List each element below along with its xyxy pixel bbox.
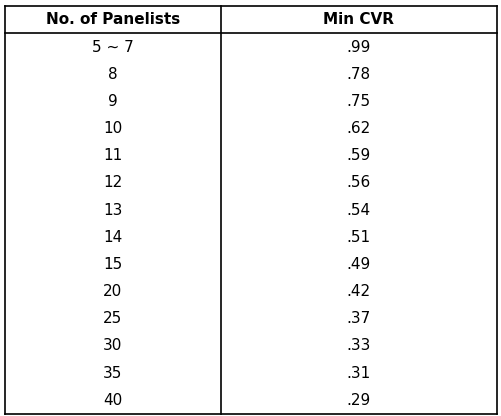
Text: .31: .31: [346, 366, 370, 381]
Text: .99: .99: [346, 40, 370, 54]
Text: 11: 11: [103, 148, 122, 163]
Text: .62: .62: [346, 121, 370, 136]
Text: No. of Panelists: No. of Panelists: [46, 12, 180, 27]
Text: .49: .49: [346, 257, 370, 272]
Text: .42: .42: [346, 284, 370, 299]
Text: .51: .51: [346, 230, 370, 245]
Text: 10: 10: [103, 121, 122, 136]
Text: .78: .78: [346, 67, 370, 82]
Text: 25: 25: [103, 311, 122, 326]
Text: 20: 20: [103, 284, 122, 299]
Text: .54: .54: [346, 203, 370, 218]
Text: .59: .59: [346, 148, 370, 163]
Text: .56: .56: [346, 176, 370, 191]
Text: 40: 40: [103, 393, 122, 408]
Text: .29: .29: [346, 393, 370, 408]
Text: 13: 13: [103, 203, 122, 218]
Text: 5 ~ 7: 5 ~ 7: [92, 40, 134, 54]
Text: 14: 14: [103, 230, 122, 245]
Text: 12: 12: [103, 176, 122, 191]
Text: 8: 8: [108, 67, 118, 82]
Text: 30: 30: [103, 339, 122, 354]
Text: .75: .75: [346, 94, 370, 109]
Text: 35: 35: [103, 366, 122, 381]
Text: .33: .33: [346, 339, 370, 354]
Text: .37: .37: [346, 311, 370, 326]
Text: 15: 15: [103, 257, 122, 272]
Text: Min CVR: Min CVR: [323, 12, 394, 27]
Text: 9: 9: [108, 94, 118, 109]
